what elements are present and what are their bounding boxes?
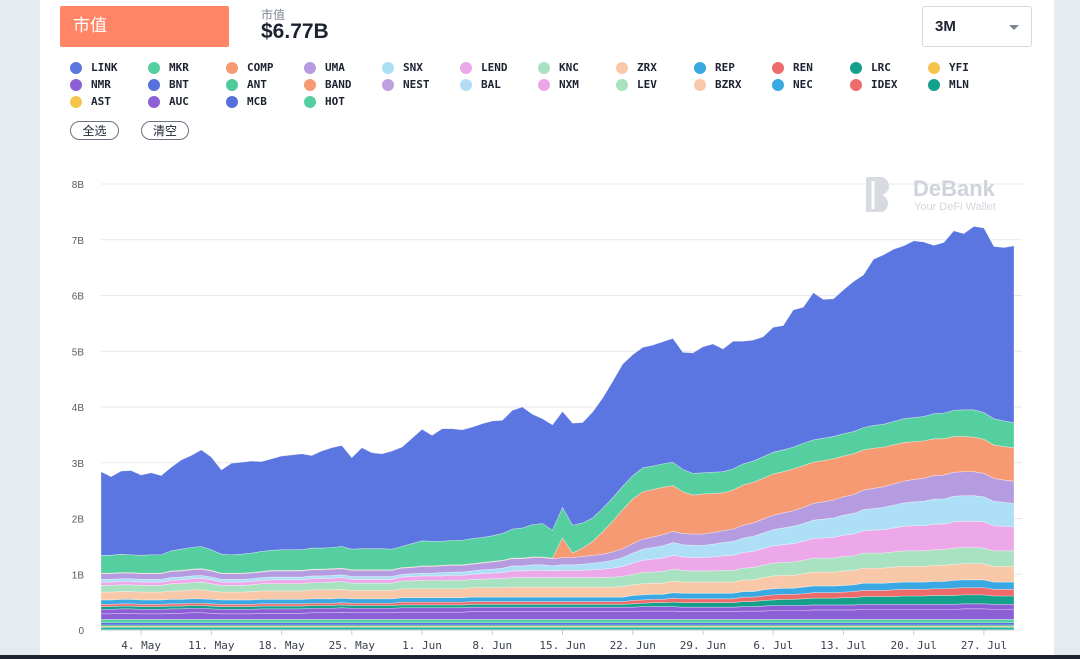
x-tick-label: 18. May [258,639,305,652]
x-tick-label: 11. May [188,639,235,652]
series-area-bnt[interactable] [100,622,1015,626]
legend-dot [382,62,394,74]
chevron-down-icon [1009,25,1019,30]
legend-label: LEV [637,78,657,91]
legend-dot [70,62,82,74]
legend-label: IDEX [871,78,898,91]
legend-dot [382,79,394,91]
x-tick-label: 20. Jul [890,639,936,652]
x-tick-label: 22. Jun [610,639,656,652]
legend-label: UMA [325,61,345,74]
legend-label: MCB [247,95,267,108]
legend-label: COMP [247,61,274,74]
x-tick-label: 6. Jul [753,639,793,652]
x-axis-ticks: 4. May 11. May 18. May 25. May 1. Jun 8. Jun 1… [101,629,1014,652]
clear-button[interactable]: 清空 [141,121,189,140]
legend-label: SNX [403,61,423,74]
series-area-link[interactable] [100,226,1015,556]
legend-label: AUC [169,95,189,108]
legend-dot [148,62,160,74]
legend-dot [928,79,940,91]
watermark-tagline: Your DeFi Wallet [914,201,996,213]
legend-dot [226,79,238,91]
legend-dot [850,62,862,74]
x-tick-label: 4. May [121,639,161,652]
y-tick-label: 0 [78,626,84,637]
y-tick-label: 4B [72,403,85,414]
metric-value: $6.77B [261,20,329,43]
legend-dot [226,96,238,108]
legend-label: BZRX [715,78,742,91]
legend-dot [148,79,160,91]
legend-label: LRC [871,61,891,74]
legend-dot [538,79,550,91]
legend-dot [694,62,706,74]
legend-dot [304,96,316,108]
metric-tab-button[interactable]: 市值 [60,6,229,47]
x-tick-label: 13. Jul [820,639,866,652]
legend-dot [850,79,862,91]
legend-dot [304,79,316,91]
watermark-brand: DeBank [913,176,996,201]
x-tick-label: 15. Jun [539,639,585,652]
metric-label: 市值 [261,8,286,22]
legend-dot [616,62,628,74]
x-tick-label: 8. Jun [472,639,512,652]
legend-label: BAL [481,78,501,91]
legend-dot [928,62,940,74]
legend-dot [616,79,628,91]
watermark: DeBank Your DeFi Wallet [866,176,996,213]
x-tick-label: 27. Jul [961,639,1007,652]
y-tick-label: 3B [72,459,85,470]
y-tick-label: 2B [72,515,85,526]
x-tick-label: 25. May [329,639,376,652]
debank-logo-icon [866,177,889,212]
legend-dot [460,79,472,91]
legend-label: NMR [91,78,111,91]
legend-label: NXM [559,78,579,91]
legend-label: MLN [949,78,969,91]
series-areas [100,226,1015,631]
y-tick-label: 6B [72,292,85,303]
y-tick-label: 1B [72,570,85,581]
legend-label: NEST [403,78,430,91]
legend-label: REN [793,61,813,74]
y-tick-label: 5B [72,347,85,358]
series-area-mkr[interactable] [100,619,1015,624]
legend-dot [226,62,238,74]
legend-label: LEND [481,61,508,74]
legend-label: MKR [169,61,189,74]
legend-dot [694,79,706,91]
legend-dot [772,79,784,91]
legend-label: LINK [91,61,118,74]
legend-dot [304,62,316,74]
legend-label: ANT [247,78,267,91]
legend-label: REP [715,61,735,74]
y-axis-ticks: 0 1B 2B 3B 4B 5B 6B 7B 8B [72,180,85,637]
legend-label: ZRX [637,61,657,74]
legend-dot [70,79,82,91]
legend-dot [70,96,82,108]
legend-label: NEC [793,78,813,91]
legend-label: KNC [559,61,579,74]
legend-label: BNT [169,78,189,91]
legend-dot [538,62,550,74]
select-all-button[interactable]: 全选 [70,121,119,140]
x-tick-label: 29. Jun [680,639,726,652]
y-tick-label: 8B [72,180,85,191]
legend-label: YFI [949,61,969,74]
legend-dot [772,62,784,74]
legend-dot [148,96,160,108]
time-range-value: 3M [935,18,956,35]
bottom-divider [0,655,1080,659]
legend-label: AST [91,95,111,108]
legend-label: BAND [325,78,352,91]
x-tick-label: 1. Jun [402,639,442,652]
legend-dot [460,62,472,74]
time-range-select[interactable]: 3M [922,6,1032,47]
legend-label: HOT [325,95,345,108]
y-tick-label: 7B [72,236,85,247]
